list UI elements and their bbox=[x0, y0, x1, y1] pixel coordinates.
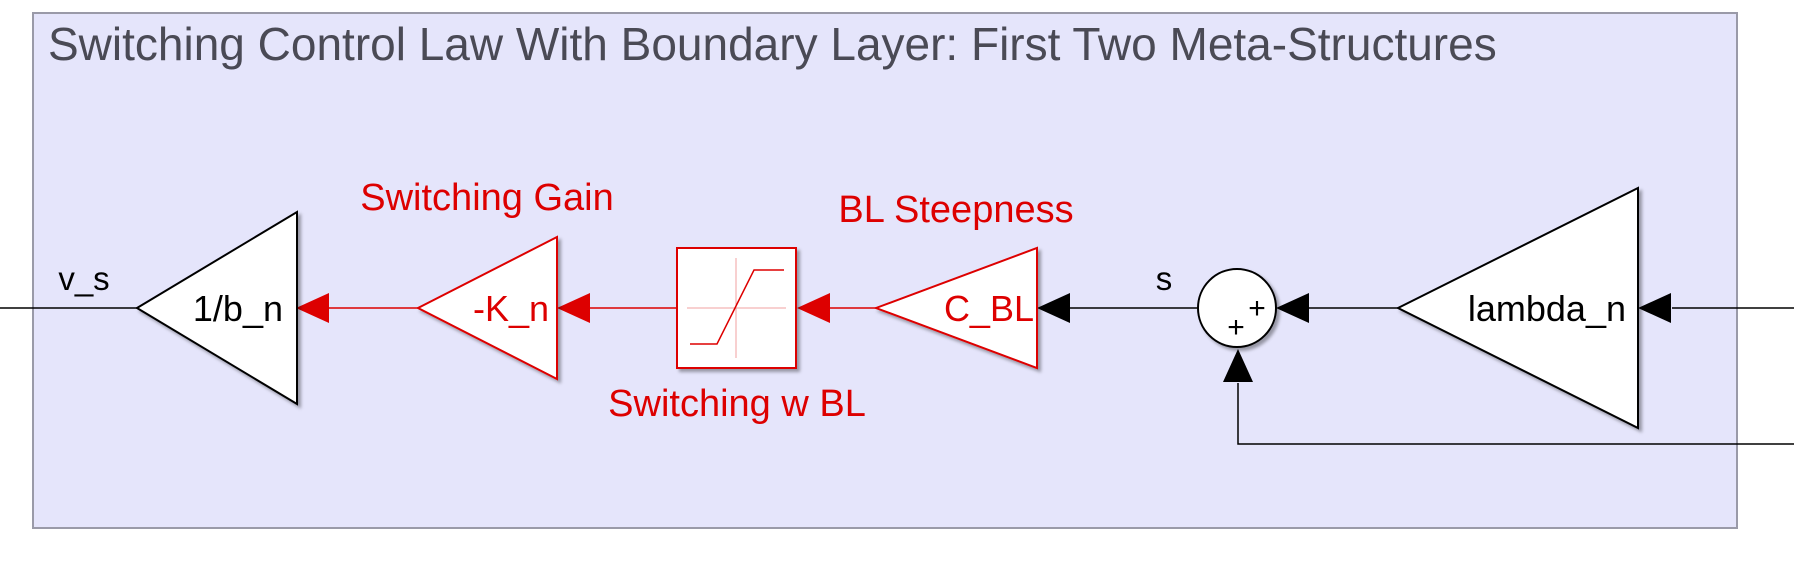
gain-block-inv-bn[interactable] bbox=[135, 210, 298, 406]
gain-block-k-n[interactable] bbox=[415, 235, 558, 381]
gain-block-k-n-label: -K_n bbox=[473, 288, 549, 329]
sum-block-sign-right: + bbox=[1248, 292, 1266, 325]
area-annotation[interactable] bbox=[32, 12, 1738, 529]
sum-block[interactable] bbox=[1197, 268, 1277, 348]
signal-label-v-s: v_s bbox=[58, 260, 109, 297]
sum-block-sign-bottom: + bbox=[1227, 311, 1245, 344]
arrowhead-sum-right-input bbox=[1276, 293, 1309, 323]
gain-block-c-bl-label: C_BL bbox=[944, 288, 1034, 329]
arrowhead-kn-input bbox=[557, 293, 590, 323]
arrowhead-invbn-input bbox=[296, 293, 329, 323]
gain-block-lambda-n[interactable] bbox=[1395, 186, 1639, 430]
area-title: Switching Control Law With Boundary Laye… bbox=[48, 18, 1497, 70]
gain-block-k-n-caption: Switching Gain bbox=[360, 177, 613, 219]
arrowhead-cbl-input bbox=[1037, 293, 1070, 323]
arrowhead-lambda-input bbox=[1638, 293, 1671, 323]
arrowhead-sat-input bbox=[797, 293, 830, 323]
saturation-icon bbox=[687, 258, 786, 358]
gain-block-inv-bn-label: 1/b_n bbox=[193, 288, 283, 329]
arrowhead-sum-bottom-input bbox=[1223, 349, 1253, 382]
gain-block-c-bl-caption: BL Steepness bbox=[838, 189, 1073, 231]
gain-block-c-bl[interactable] bbox=[873, 246, 1038, 370]
signal-label-s: s bbox=[1156, 260, 1173, 297]
saturation-block-caption: Switching w BL bbox=[608, 383, 866, 425]
gain-block-lambda-n-label: lambda_n bbox=[1468, 288, 1626, 329]
feedback-signal-line[interactable] bbox=[1237, 383, 1794, 445]
